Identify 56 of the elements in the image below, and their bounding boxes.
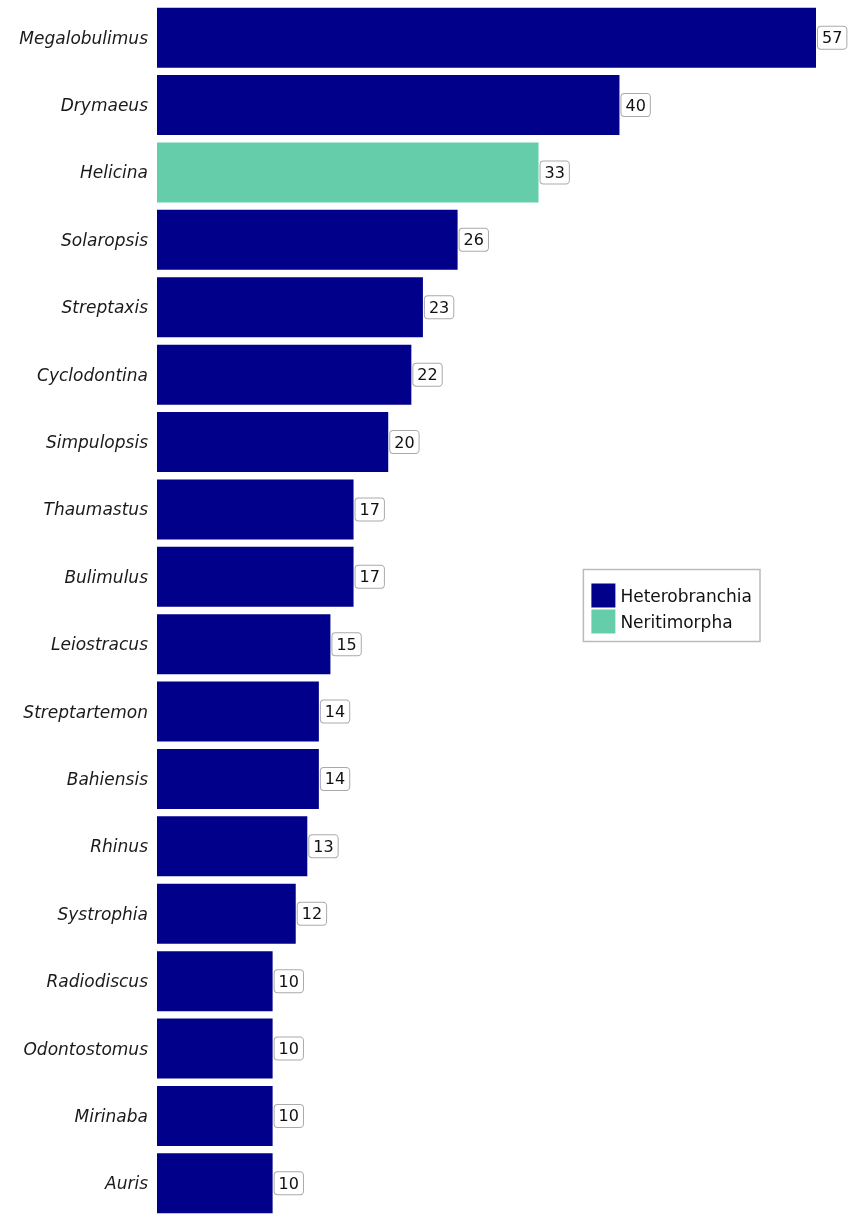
y-tick-label: Systrophia	[57, 903, 148, 924]
legend-label: Heterobranchia	[620, 585, 753, 606]
data-label: 33	[544, 162, 565, 182]
y-tick-label: Thaumastus	[43, 499, 149, 520]
data-label: 13	[313, 836, 334, 856]
data-label: 26	[463, 230, 484, 250]
bar	[157, 883, 296, 944]
data-label: 12	[301, 904, 323, 924]
legend-label: Neritimorpha	[620, 611, 733, 632]
y-tick-label: Cyclodontina	[37, 364, 148, 385]
y-tick-label: Bulimulus	[64, 566, 149, 587]
y-tick-label: Leiostracus	[51, 634, 149, 655]
bar	[157, 951, 273, 1012]
data-label: 14	[324, 769, 346, 789]
bar	[157, 412, 389, 473]
y-tick-label: Simpulopsis	[46, 432, 149, 453]
data-label: 20	[394, 432, 415, 452]
data-label: 23	[428, 297, 450, 317]
y-tick-label: Auris	[104, 1173, 149, 1194]
data-label: 17	[359, 567, 380, 587]
bar	[157, 75, 620, 136]
data-label: 10	[278, 1106, 299, 1126]
y-tick-label: Radiodiscus	[46, 971, 149, 992]
y-tick-label: Solaropsis	[61, 229, 149, 250]
bar	[157, 142, 539, 203]
data-label: 15	[336, 634, 357, 654]
y-tick-label: Mirinaba	[74, 1105, 148, 1126]
data-label: 57	[822, 28, 843, 48]
y-tick-label: Bahiensis	[66, 768, 149, 789]
bar	[157, 277, 423, 338]
data-label: 17	[359, 499, 380, 519]
y-tick-label: Megalobulimus	[19, 27, 149, 48]
y-tick-label: Streptaxis	[61, 297, 149, 318]
bar	[157, 614, 331, 675]
bar	[157, 479, 354, 540]
bar	[157, 1153, 273, 1214]
y-tick-label: Odontostomus	[23, 1038, 149, 1059]
y-tick-label: Drymaeus	[60, 95, 149, 116]
bar	[157, 681, 319, 742]
bar	[157, 816, 308, 877]
data-label: 10	[278, 971, 299, 991]
y-tick-label: Streptartemon	[23, 701, 148, 722]
data-label: 40	[625, 95, 646, 115]
bar	[157, 748, 319, 809]
y-tick-label: Helicina	[80, 162, 148, 183]
bar	[157, 1085, 273, 1146]
bar	[157, 546, 354, 607]
data-label: 10	[278, 1039, 299, 1059]
y-tick-label: Rhinus	[90, 836, 149, 857]
data-label: 10	[278, 1173, 299, 1193]
bar	[157, 7, 816, 68]
data-label: 14	[324, 702, 346, 722]
bar	[157, 344, 412, 405]
bar	[157, 209, 458, 270]
bar	[157, 1018, 273, 1079]
data-label: 22	[417, 365, 438, 385]
